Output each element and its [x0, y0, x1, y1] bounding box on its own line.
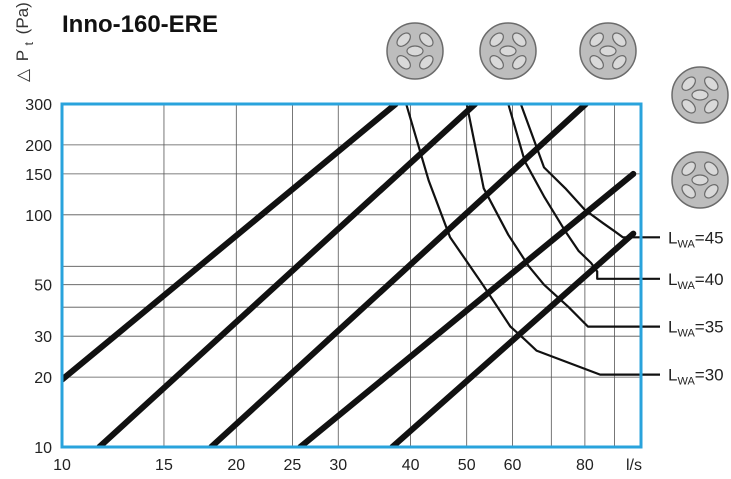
y-tick-label: 100: [25, 208, 52, 225]
diffuser-icon: [671, 151, 729, 209]
series-line: [62, 104, 399, 383]
x-tick-label: 20: [227, 457, 245, 474]
x-tick-label: 25: [284, 457, 302, 474]
x-tick-label: 80: [576, 457, 594, 474]
x-tick-label: 40: [402, 457, 420, 474]
diffuser-icon: [671, 66, 729, 124]
y-tick-label: 10: [34, 440, 52, 457]
y-tick-labels: 10 20 30 50 100 150 200 300: [25, 97, 52, 457]
y-tick-label: 50: [34, 278, 52, 295]
series-line: [389, 230, 637, 447]
svg-text:△ P t: △ P t (Pa): [13, 2, 37, 82]
diffuser-icon: [386, 22, 444, 80]
plot-frame: [60, 102, 643, 449]
lwa-curve: [519, 103, 660, 239]
y-tick-label: 30: [34, 329, 52, 346]
lwa-curve: [507, 103, 660, 280]
lwa-labels: LWA=30 LWA=35 LWA=40 LWA=45: [668, 228, 724, 387]
y-tick-label: 20: [34, 370, 52, 387]
y-tick-label: 200: [25, 138, 52, 155]
series-line: [208, 104, 589, 447]
lwa-label: LWA=30: [668, 366, 724, 388]
lwa-curves: [405, 103, 660, 376]
x-tick-label: 50: [458, 457, 476, 474]
x-tick-label: 30: [329, 457, 347, 474]
x-tick-label: 10: [53, 457, 71, 474]
lwa-label: LWA=40: [668, 270, 724, 292]
y-tick-label: 150: [25, 167, 52, 184]
y-axis-label: △ P t (Pa): [13, 2, 37, 82]
diffuser-icon: [479, 22, 537, 80]
x-axis-label: l/s: [626, 457, 642, 474]
y-axis-label-sub: t: [22, 41, 36, 45]
lwa-curve: [405, 103, 660, 376]
x-tick-label: 60: [504, 457, 522, 474]
lwa-label: LWA=45: [668, 228, 724, 250]
series-lines: [62, 104, 637, 447]
x-tick-label: 15: [155, 457, 173, 474]
y-axis-label-delta: △: [13, 68, 32, 82]
diffuser-icon: [579, 22, 637, 80]
diffuser-icons: [386, 22, 729, 209]
series-line: [96, 104, 479, 447]
y-axis-label-p: P: [13, 50, 32, 61]
y-tick-label: 300: [25, 97, 52, 114]
grid: [62, 104, 641, 447]
y-axis-label-unit: (Pa): [13, 2, 32, 34]
series-line: [297, 170, 637, 447]
lwa-curve: [465, 103, 660, 328]
x-tick-labels: 10 15 20 25 30 40 50 60 80: [53, 457, 594, 474]
chart-title: Inno-160-ERE: [62, 11, 218, 38]
lwa-label: LWA=35: [668, 318, 724, 340]
